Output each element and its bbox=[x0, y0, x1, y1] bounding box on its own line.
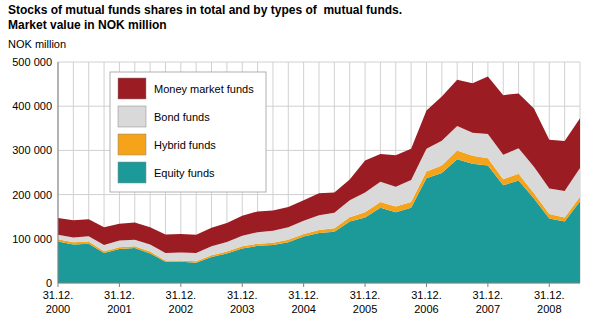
x-tick bbox=[549, 283, 550, 287]
x-tick bbox=[487, 283, 488, 287]
y-tick-label: 500 000 bbox=[12, 56, 52, 68]
x-tick-label-line: 31.12. bbox=[534, 289, 565, 301]
x-tick-label-line: 2005 bbox=[353, 303, 377, 315]
x-tick bbox=[242, 283, 243, 287]
legend-label: Equity funds bbox=[154, 167, 215, 179]
x-tick-label-line: 31.12. bbox=[350, 289, 381, 301]
y-grid-line bbox=[58, 283, 580, 284]
x-tick-label: 31.12. 2000 bbox=[43, 289, 74, 315]
x-tick-label-line: 31.12. bbox=[104, 289, 135, 301]
x-tick bbox=[303, 283, 304, 287]
legend-swatch bbox=[118, 78, 146, 99]
x-tick-label: 31.12. 2008 bbox=[534, 289, 565, 315]
x-tick-label-line: 2004 bbox=[291, 303, 315, 315]
x-tick-label-line: 31.12. bbox=[43, 289, 74, 301]
legend-swatch bbox=[118, 106, 146, 127]
legend-label: Hybrid funds bbox=[154, 139, 216, 151]
x-tick-label: 31.12. 2005 bbox=[350, 289, 381, 315]
x-tick bbox=[426, 283, 427, 287]
x-tick bbox=[365, 283, 366, 287]
x-tick bbox=[180, 283, 181, 287]
y-tick-label: 100 000 bbox=[12, 233, 52, 245]
x-tick-label: 31.12. 2002 bbox=[166, 289, 197, 315]
x-tick-label-line: 2008 bbox=[537, 303, 561, 315]
x-tick-label: 31.12. 2004 bbox=[288, 289, 319, 315]
legend-box bbox=[110, 72, 266, 192]
x-tick-label-line: 31.12. bbox=[288, 289, 319, 301]
x-tick-label-line: 31.12. bbox=[166, 289, 197, 301]
x-tick-label: 31.12. 2007 bbox=[473, 289, 504, 315]
x-tick-label-line: 2001 bbox=[107, 303, 131, 315]
x-tick bbox=[119, 283, 120, 287]
chart: Stocks of mutual funds shares in total a… bbox=[0, 0, 599, 322]
x-tick-label-line: 31.12. bbox=[227, 289, 258, 301]
x-tick bbox=[58, 283, 59, 287]
x-tick-label-line: 2000 bbox=[46, 303, 70, 315]
grid bbox=[58, 62, 580, 283]
x-tick-label: 31.12. 2006 bbox=[411, 289, 442, 315]
subtitle: Market value in NOK million bbox=[8, 18, 167, 32]
legend-label: Bond funds bbox=[154, 111, 210, 123]
legend-label: Money market funds bbox=[154, 83, 254, 95]
legend: Money market funds Bond funds Hybrid funds… bbox=[110, 72, 266, 192]
x-tick-label-line: 2007 bbox=[476, 303, 500, 315]
x-tick-label: 31.12. 2003 bbox=[227, 289, 258, 315]
x-tick-label: 31.12. 2001 bbox=[104, 289, 135, 315]
y-tick-label: 400 000 bbox=[12, 100, 52, 112]
y-tick-label: 0 bbox=[46, 277, 52, 289]
legend-swatch bbox=[118, 162, 146, 183]
title: Stocks of mutual funds shares in total a… bbox=[8, 3, 402, 17]
y-axis bbox=[58, 62, 59, 283]
x-grid-line bbox=[58, 62, 59, 283]
x-tick-label-line: 31.12. bbox=[411, 289, 442, 301]
plot-area bbox=[58, 77, 580, 283]
x-tick-label-line: 2002 bbox=[169, 303, 193, 315]
x-tick-label-line: 2006 bbox=[414, 303, 438, 315]
x-axis bbox=[58, 283, 580, 284]
x-tick-label-line: 31.12. bbox=[473, 289, 504, 301]
y-tick-label: 300 000 bbox=[12, 144, 52, 156]
y-axis-label: NOK million bbox=[8, 38, 66, 50]
legend-swatch bbox=[118, 134, 146, 155]
y-grid-line bbox=[58, 62, 580, 63]
x-tick-label-line: 2003 bbox=[230, 303, 254, 315]
y-tick-label: 200 000 bbox=[12, 189, 52, 201]
